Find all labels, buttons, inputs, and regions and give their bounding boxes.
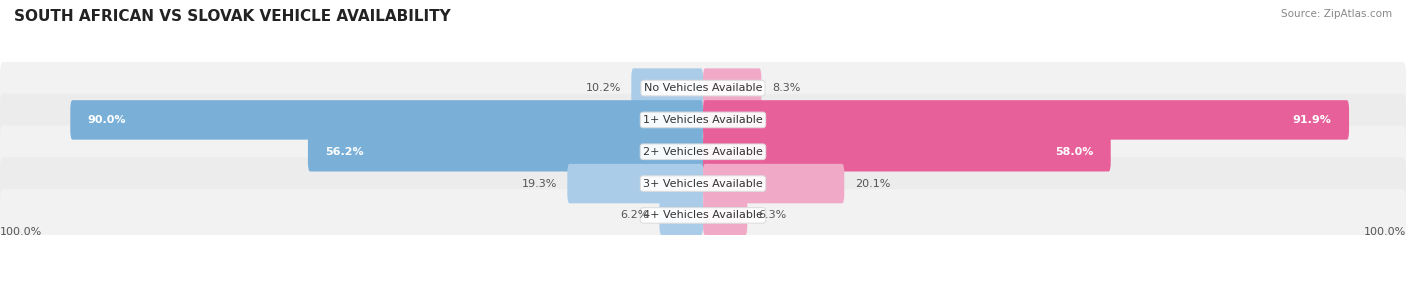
Text: No Vehicles Available: No Vehicles Available: [644, 83, 762, 93]
Text: 19.3%: 19.3%: [522, 178, 557, 188]
FancyBboxPatch shape: [0, 158, 1406, 210]
Text: 91.9%: 91.9%: [1292, 115, 1331, 125]
FancyBboxPatch shape: [0, 189, 1406, 241]
Text: 20.1%: 20.1%: [855, 178, 890, 188]
Text: SOUTH AFRICAN VS SLOVAK VEHICLE AVAILABILITY: SOUTH AFRICAN VS SLOVAK VEHICLE AVAILABI…: [14, 9, 451, 23]
FancyBboxPatch shape: [0, 94, 1406, 146]
Text: 3+ Vehicles Available: 3+ Vehicles Available: [643, 178, 763, 188]
Text: 56.2%: 56.2%: [325, 147, 364, 157]
Text: Source: ZipAtlas.com: Source: ZipAtlas.com: [1281, 9, 1392, 19]
Text: 1+ Vehicles Available: 1+ Vehicles Available: [643, 115, 763, 125]
FancyBboxPatch shape: [0, 62, 1406, 114]
FancyBboxPatch shape: [659, 196, 703, 235]
Text: 4+ Vehicles Available: 4+ Vehicles Available: [643, 210, 763, 221]
FancyBboxPatch shape: [308, 132, 703, 172]
Text: 6.2%: 6.2%: [620, 210, 650, 221]
Text: 6.3%: 6.3%: [758, 210, 786, 221]
Text: 58.0%: 58.0%: [1054, 147, 1094, 157]
FancyBboxPatch shape: [703, 132, 1111, 172]
FancyBboxPatch shape: [70, 100, 703, 140]
Text: 100.0%: 100.0%: [1364, 227, 1406, 237]
FancyBboxPatch shape: [703, 164, 844, 203]
FancyBboxPatch shape: [703, 196, 748, 235]
FancyBboxPatch shape: [703, 68, 762, 108]
Text: 100.0%: 100.0%: [0, 227, 42, 237]
Text: 10.2%: 10.2%: [585, 83, 621, 93]
Text: 8.3%: 8.3%: [772, 83, 800, 93]
Text: 2+ Vehicles Available: 2+ Vehicles Available: [643, 147, 763, 157]
FancyBboxPatch shape: [568, 164, 703, 203]
FancyBboxPatch shape: [0, 126, 1406, 178]
FancyBboxPatch shape: [703, 100, 1350, 140]
FancyBboxPatch shape: [631, 68, 703, 108]
Text: 90.0%: 90.0%: [87, 115, 127, 125]
